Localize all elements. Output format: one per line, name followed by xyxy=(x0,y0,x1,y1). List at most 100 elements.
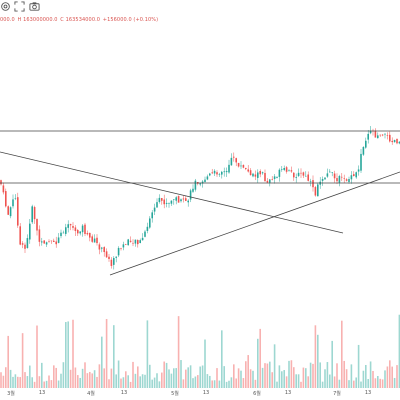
volume-bar xyxy=(273,344,276,388)
volume-bar xyxy=(199,366,201,388)
volume-bar xyxy=(242,378,245,388)
candle-body xyxy=(221,171,223,175)
volume-bar xyxy=(77,375,79,388)
volume-bar xyxy=(305,368,307,388)
volume-bar xyxy=(245,361,247,388)
volume-bar xyxy=(221,330,223,388)
volume-bar xyxy=(192,378,194,388)
candle-body xyxy=(79,231,81,234)
candle-body xyxy=(2,185,5,193)
volume-bar xyxy=(336,363,338,388)
volume-bar xyxy=(110,368,113,388)
candle-body xyxy=(252,173,254,177)
candle-body xyxy=(377,135,379,139)
volume-bar xyxy=(137,366,139,388)
volume-bar xyxy=(293,367,295,388)
candle-body xyxy=(194,180,197,190)
candle-body xyxy=(391,140,393,143)
candle-body xyxy=(326,173,329,177)
candle-body xyxy=(153,207,156,212)
volume-bar xyxy=(36,325,38,388)
ascending-trendline[interactable] xyxy=(109,171,400,276)
descending-trendline[interactable] xyxy=(0,151,344,234)
volume-bar xyxy=(129,381,132,388)
candle-body xyxy=(288,170,290,171)
candle-body xyxy=(7,206,9,215)
volume-bar xyxy=(374,378,377,388)
volume-bar xyxy=(357,344,360,388)
candle-body xyxy=(261,172,264,174)
fullscreen-icon[interactable] xyxy=(14,1,25,12)
candle-body xyxy=(57,237,60,243)
volume-bar xyxy=(381,379,384,388)
candle-body xyxy=(91,236,93,242)
candle-body xyxy=(93,238,96,243)
candle-body xyxy=(360,153,362,171)
candle-body xyxy=(161,198,163,201)
candle-body xyxy=(62,232,65,234)
candle-body xyxy=(281,169,283,170)
candle-body xyxy=(74,227,77,232)
volume-bar xyxy=(324,369,326,388)
candle-body xyxy=(355,172,357,178)
camera-icon[interactable] xyxy=(29,1,40,12)
volume-bar xyxy=(223,366,225,388)
volume-bar xyxy=(127,375,129,388)
volume-bar xyxy=(7,335,9,388)
x-tick-label: 3월 xyxy=(7,391,15,397)
candle-body xyxy=(348,179,350,182)
candle-body xyxy=(381,134,384,136)
volume-bar xyxy=(350,364,353,388)
volume-bar xyxy=(348,380,350,388)
volume-bar xyxy=(285,376,288,388)
volume-bar xyxy=(209,375,211,388)
volume-bar xyxy=(21,333,24,388)
volume-bar xyxy=(211,380,213,388)
candle-body xyxy=(177,196,180,203)
candle-body xyxy=(48,241,50,242)
volume-bar xyxy=(233,364,235,388)
volume-bar xyxy=(177,316,180,388)
volume-bar xyxy=(161,372,163,388)
candle-body xyxy=(41,241,43,243)
candle-body xyxy=(0,180,2,185)
volume-bar xyxy=(151,379,153,388)
candle-body xyxy=(72,226,74,228)
candle-body xyxy=(228,164,230,173)
volume-bar xyxy=(269,361,271,388)
candle-body xyxy=(365,140,367,148)
candle-body xyxy=(5,191,7,207)
candle-body xyxy=(245,167,247,169)
candle-body xyxy=(329,171,331,173)
candle-body xyxy=(187,200,189,203)
volume-bar xyxy=(240,370,242,388)
candle-body xyxy=(218,174,221,175)
volume-bar xyxy=(333,376,336,388)
volume-bar xyxy=(307,376,309,388)
candle-body xyxy=(309,181,312,182)
candle-body xyxy=(53,240,55,242)
candle-body xyxy=(307,174,309,181)
volume-bar xyxy=(297,374,300,388)
candle-body xyxy=(367,133,369,140)
candle-body xyxy=(19,226,21,245)
volume-bar xyxy=(29,365,31,388)
volume-bar xyxy=(249,369,252,388)
candle-body xyxy=(336,178,338,182)
candle-body xyxy=(237,162,240,167)
candle-body xyxy=(45,242,48,245)
candle-body xyxy=(170,200,173,204)
volume-bar xyxy=(213,380,216,388)
volume-bar xyxy=(115,374,117,388)
volume-bar xyxy=(60,373,62,388)
candle-body xyxy=(362,146,365,155)
x-tick-label: 6월 xyxy=(253,391,261,397)
candle-body xyxy=(98,244,101,250)
candle-body xyxy=(293,172,295,178)
settings-icon[interactable] xyxy=(0,1,11,12)
volume-bar xyxy=(309,362,312,388)
volume-bar xyxy=(14,374,17,388)
candle-body xyxy=(29,223,31,240)
